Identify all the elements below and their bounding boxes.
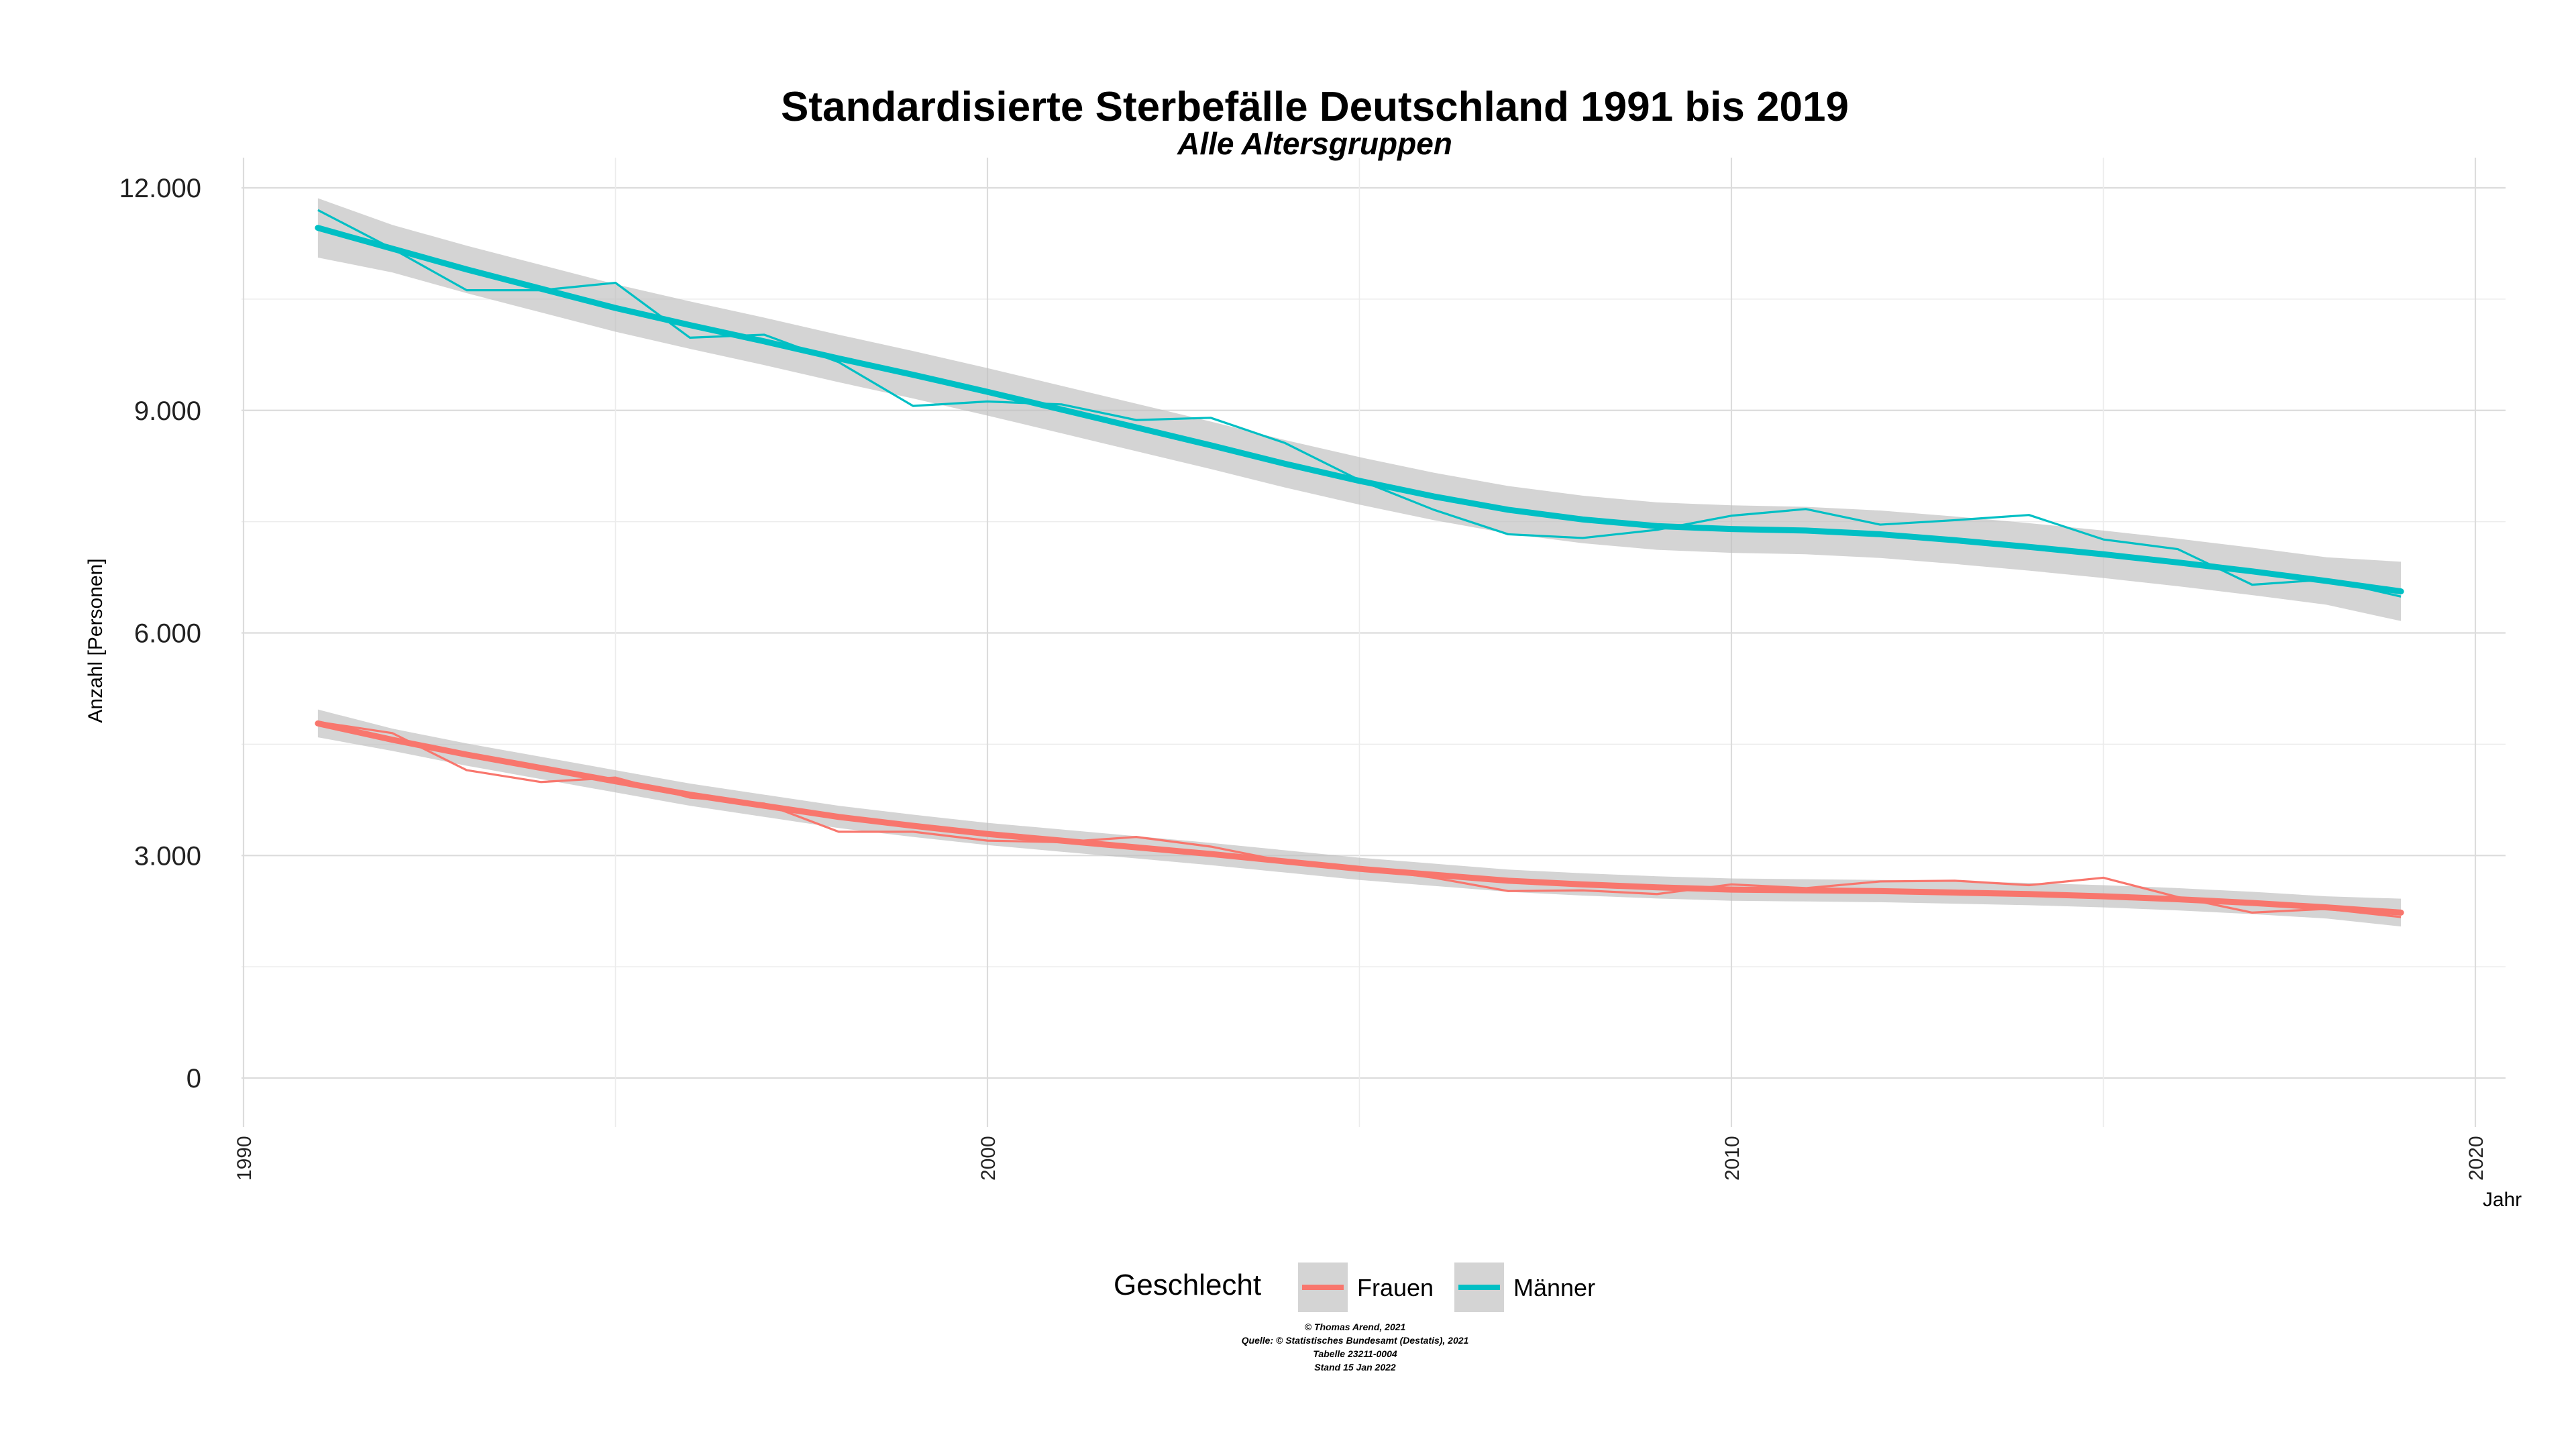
caption-line-2: Quelle: © Statistisches Bundesamt (Desta… [1242, 1335, 1469, 1346]
legend-label: Männer [1513, 1274, 1595, 1301]
chart-title: Standardisierte Sterbefälle Deutschland … [781, 84, 1849, 130]
y-tick-label: 9.000 [134, 396, 201, 426]
x-tick-label: 2010 [1721, 1136, 1743, 1181]
y-tick-label: 3.000 [134, 841, 201, 871]
y-tick-label: 0 [186, 1064, 201, 1093]
confidence-band [317, 198, 2402, 621]
series-lines [315, 209, 2404, 918]
x-axis-label: Jahr [2483, 1189, 2522, 1211]
y-tick-label: 6.000 [134, 619, 201, 649]
caption-line-3: Tabelle 23211-0004 [1313, 1348, 1397, 1359]
legend-label: Frauen [1357, 1274, 1434, 1301]
y-axis-ticks: 0 3.000 6.000 9.000 12.000 [119, 174, 201, 1093]
legend: Geschlecht Frauen Männer [1114, 1263, 1595, 1312]
x-tick-label: 1990 [233, 1136, 256, 1181]
chart-subtitle: Alle Altersgruppen [1177, 126, 1452, 161]
x-tick-label: 2000 [977, 1136, 1000, 1181]
caption-line-4: Stand 15 Jan 2022 [1314, 1362, 1396, 1373]
caption-line-1: © Thomas Arend, 2021 [1305, 1322, 1406, 1332]
trend-line [315, 720, 2404, 916]
confidence-band [317, 709, 2402, 927]
caption: © Thomas Arend, 2021 Quelle: © Statistis… [1242, 1322, 1469, 1373]
trend-line [315, 225, 2404, 595]
x-axis-ticks: 1990 2000 2010 2020 [233, 1136, 2487, 1181]
x-tick-label: 2020 [2465, 1136, 2487, 1181]
legend-title: Geschlecht [1114, 1269, 1261, 1301]
y-axis-label: Anzahl [Personen] [85, 558, 107, 722]
y-tick-label: 12.000 [119, 174, 201, 203]
confidence-bands [317, 198, 2402, 927]
